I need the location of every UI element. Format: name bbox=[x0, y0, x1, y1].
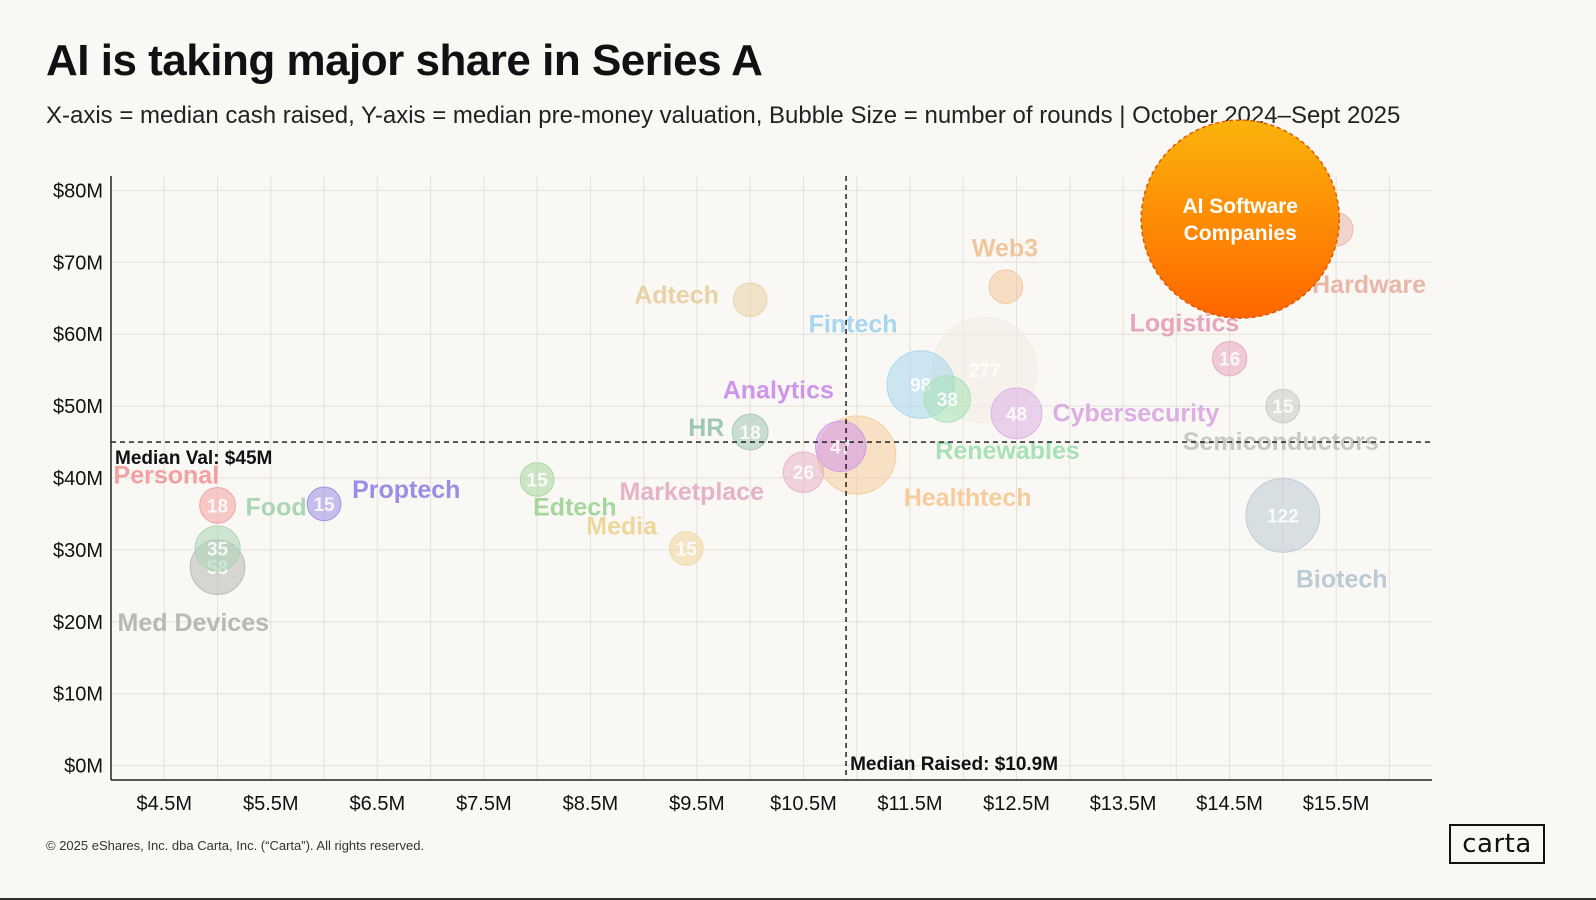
label-healthtech: Healthtech bbox=[904, 484, 1032, 512]
ai-label-line2: Companies bbox=[1184, 222, 1297, 245]
x-tick-label: $4.5M bbox=[136, 793, 192, 815]
bubble-adtech bbox=[732, 282, 768, 318]
y-tick-label: $0M bbox=[64, 756, 103, 778]
label-med-devices: Med Devices bbox=[118, 609, 269, 637]
y-tick-label: $30M bbox=[53, 540, 103, 562]
x-tick-label: $14.5M bbox=[1196, 793, 1263, 815]
y-tick-label: $40M bbox=[53, 468, 103, 490]
bubble-personal bbox=[199, 486, 236, 524]
bubble-logistics bbox=[1211, 340, 1248, 377]
bubble-count: 15 bbox=[313, 495, 335, 516]
bubble-edtech bbox=[519, 462, 555, 497]
label-media: Media bbox=[586, 512, 658, 540]
bubble-count: 47 bbox=[830, 437, 851, 458]
median-x-label: Median Raised: $10.9M bbox=[850, 754, 1058, 775]
bubble-renewables bbox=[923, 375, 972, 423]
label-renewables: Renewables bbox=[935, 437, 1080, 465]
label-hr: HR bbox=[688, 414, 724, 442]
bubble-semiconductors bbox=[1265, 388, 1301, 424]
x-tick-label: $12.5M bbox=[983, 793, 1050, 815]
label-cybersecurity: Cybersecurity bbox=[1053, 399, 1220, 427]
y-tick-label: $80M bbox=[53, 180, 103, 202]
label-analytics: Analytics bbox=[723, 376, 834, 404]
bubble-food bbox=[194, 525, 241, 572]
bubble-count: 15 bbox=[527, 470, 549, 491]
bubble-count: 18 bbox=[207, 496, 228, 517]
carta-logo[interactable]: carta bbox=[1449, 824, 1545, 864]
bubble-marketplace bbox=[782, 451, 825, 494]
page-title: AI is taking major share in Series A bbox=[46, 36, 763, 85]
label-edtech: Edtech bbox=[533, 493, 616, 521]
x-tick-label: $7.5M bbox=[456, 793, 512, 815]
label-web3: Web3 bbox=[972, 235, 1038, 263]
x-tick-label: $10.5M bbox=[770, 793, 837, 815]
median-y-label: Median Val: $45M bbox=[115, 448, 272, 469]
label-biotech: Biotech bbox=[1296, 565, 1388, 593]
bubble-hr bbox=[731, 413, 769, 451]
bubble-count: 15 bbox=[676, 539, 698, 560]
bubble-labels: Med DevicesFoodPersonalProptechEdtechMed… bbox=[114, 235, 1427, 637]
y-tick-label: $50M bbox=[53, 396, 103, 418]
y-tick-label: $70M bbox=[53, 252, 103, 274]
bubble-count: 26 bbox=[793, 463, 814, 484]
bubble-web3 bbox=[988, 269, 1024, 305]
x-tick-label: $13.5M bbox=[1090, 793, 1157, 815]
copyright-footer: © 2025 eShares, Inc. dba Carta, Inc. (“C… bbox=[46, 838, 425, 853]
axes: $0M $10M $20M $30M $40M $50M $60M $70M $80M $4.5M… bbox=[53, 176, 1432, 815]
ai-label-line1: AI Software bbox=[1182, 195, 1298, 218]
label-adtech: Adtech bbox=[634, 282, 719, 310]
label-food: Food bbox=[246, 493, 307, 521]
x-tick-label: $11.5M bbox=[877, 793, 942, 815]
label-fintech: Fintech bbox=[809, 311, 898, 339]
label-marketplace: Marketplace bbox=[619, 478, 764, 506]
label-proptech: Proptech bbox=[352, 476, 460, 504]
bubble-count: 15 bbox=[1272, 397, 1294, 418]
bubble-count: 48 bbox=[1006, 404, 1027, 425]
x-tick-label: $15.5M bbox=[1303, 793, 1370, 815]
chart-subtitle: X-axis = median cash raised, Y-axis = me… bbox=[46, 102, 1401, 129]
y-tick-label: $10M bbox=[53, 684, 103, 706]
bubble-proptech bbox=[306, 486, 342, 522]
bubble-cybersecurity bbox=[990, 387, 1043, 440]
x-tick-label: $8.5M bbox=[563, 793, 619, 815]
bottom-rule bbox=[0, 898, 1596, 900]
bubble-count: 38 bbox=[937, 390, 958, 411]
ai-highlight: AI Software Companies bbox=[1140, 119, 1340, 319]
x-tick-label: $9.5M bbox=[669, 793, 725, 815]
median-lines: Median Raised: $10.9M Median Val: $45M bbox=[111, 176, 1432, 780]
x-tick-label: $5.5M bbox=[243, 793, 299, 815]
bubble-count: 35 bbox=[207, 539, 229, 560]
label-hardware: Hardware bbox=[1312, 271, 1426, 299]
bubble-media bbox=[668, 531, 704, 566]
bubble-chart: 2771229858484738352618181615151515 Med D… bbox=[53, 119, 1432, 815]
bubble-analytics bbox=[815, 420, 867, 473]
bubble-ai-software-companies bbox=[1140, 119, 1340, 319]
bubble-count: 18 bbox=[740, 423, 761, 444]
bubble-count: 16 bbox=[1219, 350, 1240, 371]
bubble-biotech bbox=[1245, 477, 1321, 553]
y-tick-label: $60M bbox=[53, 324, 103, 346]
label-personal: Personal bbox=[114, 461, 220, 489]
bubble-count: 277 bbox=[969, 361, 1001, 382]
y-tick-label: $20M bbox=[53, 612, 103, 634]
x-tick-label: $6.5M bbox=[350, 793, 406, 815]
bubble-count: 122 bbox=[1267, 506, 1299, 527]
